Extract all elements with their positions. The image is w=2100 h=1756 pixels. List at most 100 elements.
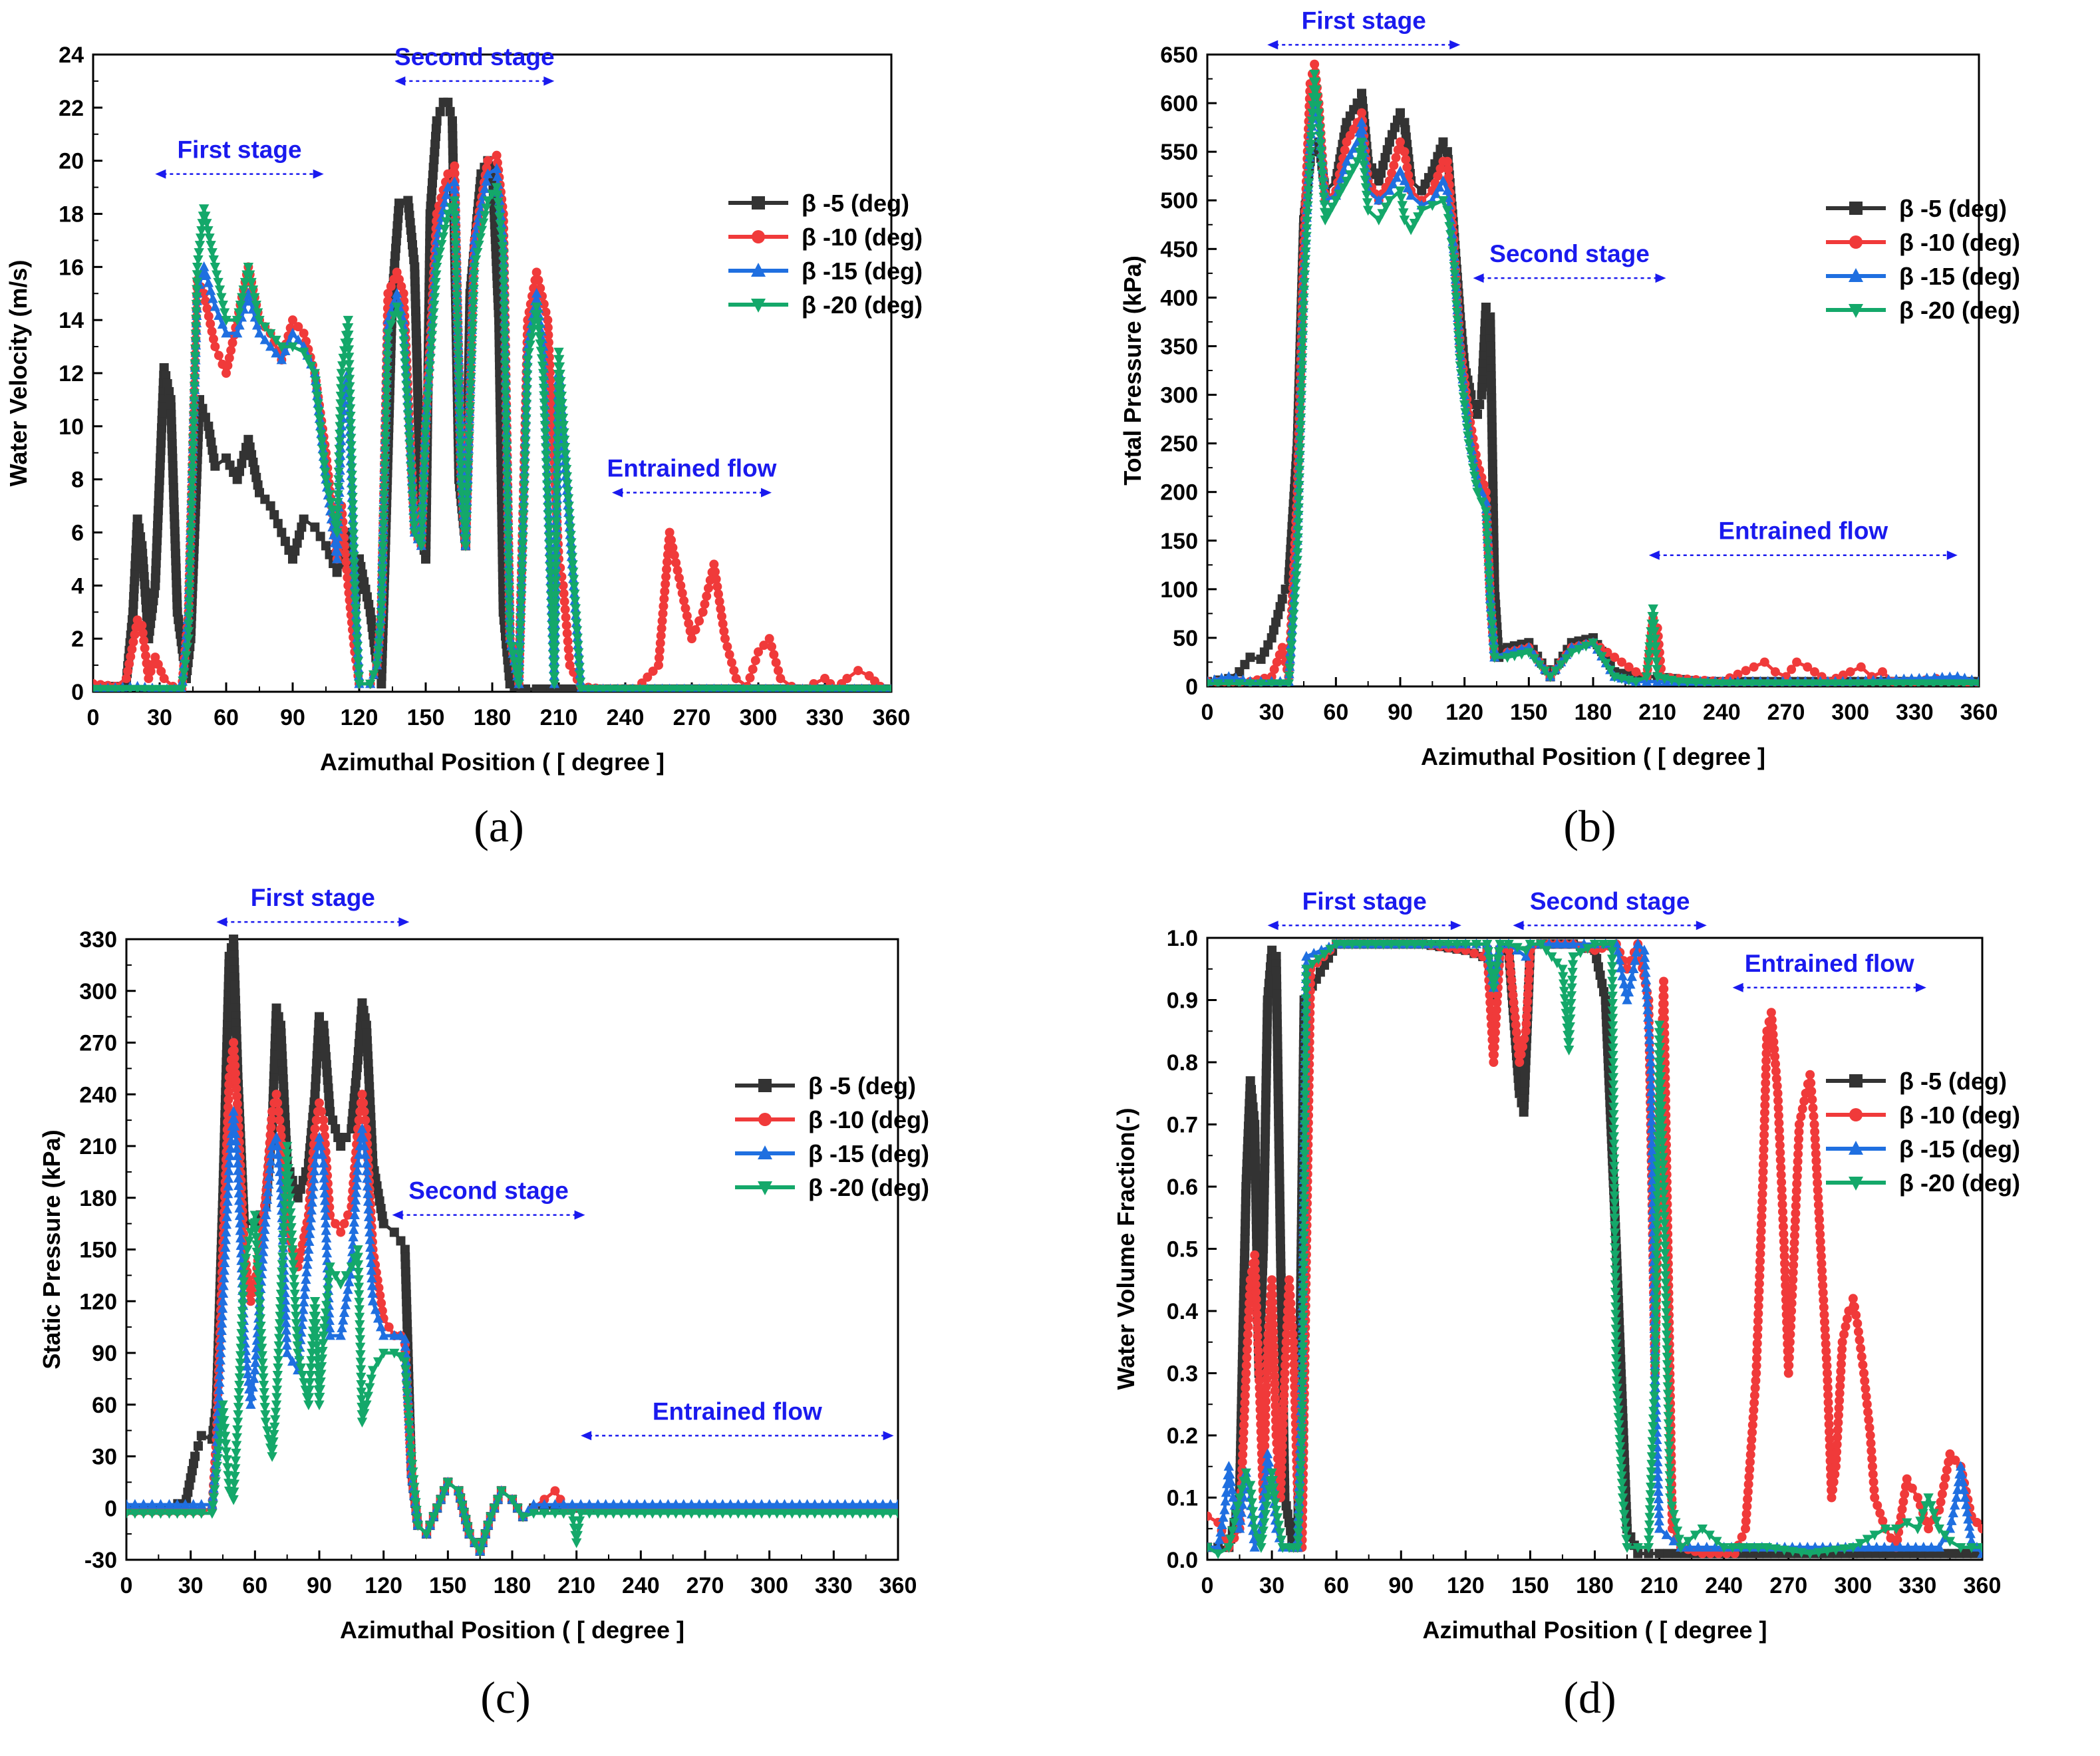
series-beta-20-point bbox=[635, 684, 645, 692]
series-beta-20-point bbox=[1213, 679, 1223, 686]
series-beta-5-point bbox=[152, 551, 162, 561]
y-tick-label: 10 bbox=[59, 414, 84, 440]
annotation-arrow-left bbox=[155, 169, 166, 179]
series-beta-20-point bbox=[373, 638, 384, 649]
series-beta-10-point bbox=[354, 1115, 364, 1125]
series-beta-20-point bbox=[482, 196, 494, 206]
series-beta-20-point bbox=[181, 651, 192, 661]
series-beta-20-point bbox=[573, 655, 585, 666]
series-beta-5-point bbox=[138, 556, 148, 566]
series-beta-20-point bbox=[1384, 196, 1395, 206]
series-beta-10-point bbox=[156, 666, 166, 676]
series-beta-20-point bbox=[544, 539, 555, 550]
series-beta-5-point bbox=[223, 996, 233, 1006]
series-beta-5-point bbox=[1271, 617, 1281, 627]
series-beta-20-point bbox=[343, 338, 354, 348]
series-beta-20-point bbox=[1294, 466, 1305, 476]
series-beta-10-point bbox=[342, 565, 352, 575]
series-beta-20-point bbox=[521, 414, 531, 424]
series-beta-20-point bbox=[1295, 436, 1306, 446]
series-beta-20-point bbox=[551, 561, 561, 572]
series-beta-20-point bbox=[1461, 423, 1473, 434]
series-beta-5-point bbox=[325, 1099, 335, 1109]
series-beta-20-point bbox=[476, 225, 488, 236]
series-beta-20-point bbox=[551, 480, 563, 491]
x-tick-label: 300 bbox=[1831, 700, 1869, 725]
series-beta-20-point bbox=[522, 377, 533, 388]
series-beta-20-point bbox=[404, 432, 415, 442]
series-beta-10-point bbox=[267, 1107, 277, 1117]
series-beta-20-point bbox=[590, 684, 601, 692]
series-beta-5-point bbox=[183, 1487, 193, 1497]
series-beta-20-point bbox=[379, 461, 390, 472]
series-beta-5-point bbox=[413, 402, 423, 412]
series-beta-20-point bbox=[1529, 654, 1540, 664]
series-beta-15-point bbox=[203, 277, 214, 287]
series-beta-15-point bbox=[276, 354, 287, 365]
series-beta-15-point bbox=[442, 182, 454, 192]
series-beta-20-point bbox=[499, 323, 510, 334]
series-beta-20-point bbox=[1769, 679, 1780, 686]
series-beta-20-point bbox=[541, 458, 552, 468]
series-beta-20-point bbox=[1302, 216, 1312, 227]
series-beta-20-point bbox=[1458, 392, 1469, 402]
series-beta-15-point bbox=[201, 269, 212, 279]
series-beta-20-point bbox=[557, 413, 569, 424]
series-beta-10-point bbox=[537, 291, 547, 301]
series-beta-20-point bbox=[450, 211, 460, 221]
series-beta-10-point bbox=[543, 330, 553, 340]
series-beta-10-point bbox=[341, 549, 351, 559]
series-beta-20-point bbox=[420, 422, 431, 432]
series-beta-20-point bbox=[1905, 679, 1916, 686]
series-beta-5-point bbox=[167, 431, 177, 441]
annotation-arrow-right bbox=[543, 76, 555, 86]
series-beta-20-point bbox=[1455, 369, 1467, 379]
series-beta-5-point bbox=[204, 421, 214, 431]
series-beta-5-point bbox=[277, 1059, 287, 1069]
series-beta-20-point bbox=[333, 475, 344, 486]
series-beta-20-point bbox=[352, 641, 363, 652]
series-beta-20-point bbox=[354, 679, 365, 690]
series-beta-20-point bbox=[561, 472, 573, 482]
series-beta-20-point bbox=[1295, 420, 1306, 431]
series-beta-20-point bbox=[333, 490, 343, 500]
y-tick-label: 24 bbox=[59, 43, 84, 68]
series-beta-20-point bbox=[427, 323, 438, 333]
series-beta-20-point bbox=[1284, 664, 1295, 674]
series-beta-20-point bbox=[455, 453, 466, 463]
series-beta-20-point bbox=[376, 607, 387, 618]
series-beta-20-point bbox=[1454, 346, 1465, 357]
series-beta-20-point bbox=[349, 573, 360, 584]
series-beta-20-point bbox=[452, 306, 462, 317]
series-beta-20-point bbox=[520, 451, 531, 462]
series-beta-5-point bbox=[1442, 147, 1452, 157]
series-beta-20-point bbox=[102, 684, 113, 692]
series-beta-20-point bbox=[186, 537, 196, 548]
series-beta-20-point bbox=[1303, 186, 1314, 196]
series-beta-10-point bbox=[222, 368, 231, 378]
series-beta-20-point bbox=[335, 391, 347, 402]
series-beta-20-point bbox=[1413, 212, 1424, 222]
series-beta-20-point bbox=[1481, 531, 1493, 541]
series-beta-20-point bbox=[557, 398, 567, 409]
series-beta-10-point bbox=[1400, 147, 1410, 157]
series-beta-20-point bbox=[1485, 603, 1496, 613]
series-beta-5-point bbox=[151, 558, 161, 568]
series-beta-20-point bbox=[569, 582, 579, 593]
series-beta-20-point bbox=[1457, 384, 1468, 395]
series-beta-10-point bbox=[712, 581, 722, 591]
series-beta-20-point bbox=[1298, 293, 1309, 303]
series-beta-10-point bbox=[1391, 152, 1401, 162]
series-beta-10-point bbox=[204, 311, 214, 321]
annotation-label: Second stage bbox=[394, 43, 555, 71]
y-tick-label: 90 bbox=[92, 1341, 117, 1366]
series-beta-5-point bbox=[152, 535, 162, 545]
y-tick-label: 60 bbox=[92, 1393, 117, 1418]
x-tick-label: 150 bbox=[407, 705, 445, 730]
series-beta-20-point bbox=[1295, 428, 1306, 438]
series-beta-20-point bbox=[409, 521, 420, 531]
series-beta-20-point bbox=[204, 233, 215, 243]
series-beta-20-point bbox=[1488, 636, 1499, 647]
x-tick-label: 90 bbox=[307, 1573, 332, 1598]
series-beta-15-point bbox=[259, 334, 271, 345]
